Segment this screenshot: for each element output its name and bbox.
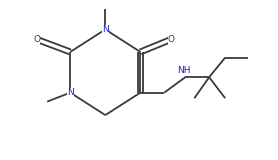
Text: O: O — [168, 35, 175, 44]
Text: N: N — [67, 88, 74, 97]
Text: N: N — [102, 25, 109, 34]
Text: NH: NH — [177, 66, 191, 75]
Text: O: O — [33, 35, 40, 44]
